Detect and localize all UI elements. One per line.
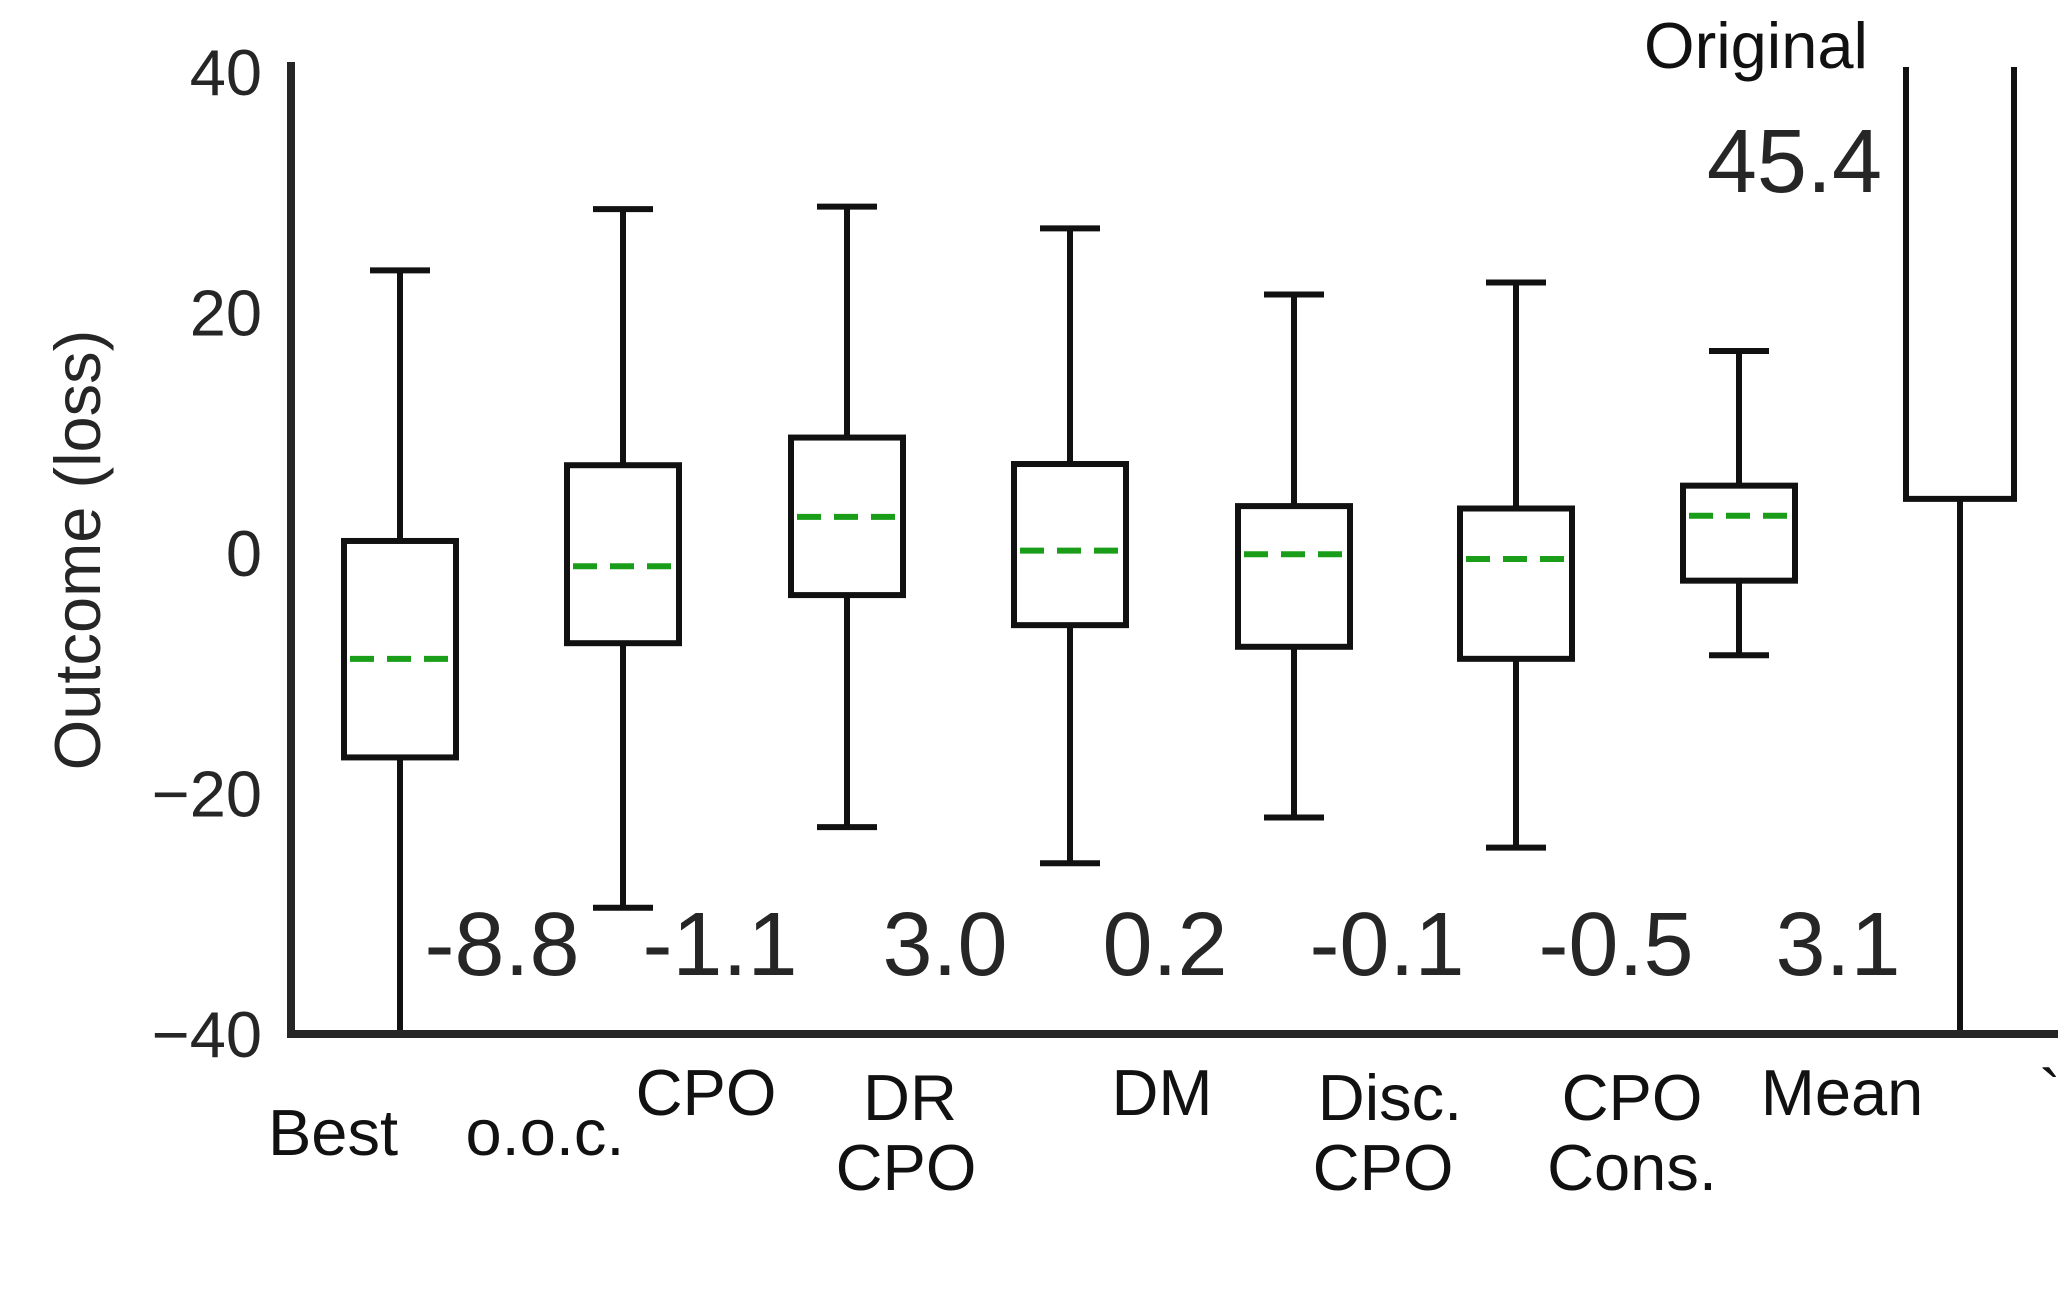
category-label: Disc. [1318, 1061, 1462, 1134]
category-label: Cons. [1547, 1131, 1717, 1204]
iqr-box [788, 434, 906, 599]
axes-layer [287, 62, 2058, 1038]
y-tick-label: 0 [226, 517, 262, 590]
annotation-value: 45.4 [1707, 112, 1882, 212]
box-group [341, 267, 459, 1034]
box-group [1457, 279, 1575, 851]
iqr-box [1680, 482, 1798, 584]
category-label: DR [863, 1061, 957, 1134]
boxes-layer [341, 67, 2017, 1034]
category-label: CPO [1562, 1061, 1703, 1134]
y-tick-label: 40 [190, 36, 262, 109]
box-group [564, 206, 682, 911]
category-label: DM [1111, 1056, 1212, 1129]
box-group [1011, 225, 1129, 867]
iqr-box [1457, 505, 1575, 662]
mean-value-label: 3.0 [882, 895, 1007, 995]
category-label: o.o.c. [466, 1096, 625, 1169]
category-label: Mean [1761, 1056, 1924, 1129]
iqr-box [1235, 503, 1353, 650]
category-label: CPO [636, 1056, 777, 1129]
mean-value-label: 3.1 [1775, 895, 1900, 995]
mean-value-label: -1.1 [642, 895, 797, 995]
mean-value-label: 0.2 [1102, 895, 1227, 995]
box-group [1680, 347, 1798, 659]
mean-value-label: -0.1 [1309, 895, 1464, 995]
y-tick-label: −20 [152, 758, 262, 831]
mean-value-label: -8.8 [424, 895, 579, 995]
category-label: CPO [836, 1131, 977, 1204]
category-label: CPO [1313, 1131, 1454, 1204]
category-label: Best [268, 1096, 398, 1169]
box-group [788, 203, 906, 831]
iqr-box [341, 537, 459, 761]
box-group [1903, 67, 2017, 1034]
mean-value-label: -0.5 [1538, 895, 1693, 995]
annotation-title: Original [1644, 9, 1868, 82]
y-tick-label: −40 [152, 998, 262, 1071]
box-group [1235, 291, 1353, 821]
y-axis-title: Outcome (loss) [41, 330, 114, 771]
y-tick-label: 20 [190, 277, 262, 350]
category-label: ` [2039, 1056, 2058, 1129]
iqr-box [564, 462, 682, 647]
iqr-box [1011, 461, 1129, 629]
